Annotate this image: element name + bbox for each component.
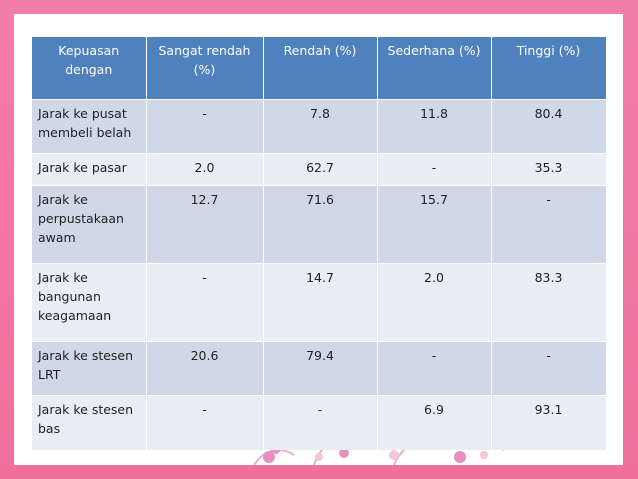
column-header: Rendah (%) <box>263 37 378 100</box>
row-label: Jarak ke bangunan keagamaan <box>32 263 147 342</box>
table-cell: 83.3 <box>491 263 607 342</box>
table-cell: 93.1 <box>491 395 607 450</box>
table-cell: - <box>377 153 492 186</box>
table-cell: - <box>491 341 607 396</box>
table-row: Jarak ke perpustakaan awam 12.7 71.6 15.… <box>32 185 607 264</box>
column-header: Kepuasan dengan <box>32 37 147 100</box>
table-row: Jarak ke stesen LRT 20.6 79.4 - - <box>32 341 607 396</box>
row-label: Jarak ke perpustakaan awam <box>32 185 147 264</box>
table-cell: 15.7 <box>377 185 492 264</box>
table-cell: 80.4 <box>491 99 607 154</box>
table-cell: 7.8 <box>263 99 378 154</box>
table-cell: 11.8 <box>377 99 492 154</box>
table-cell: 2.0 <box>146 153 264 186</box>
column-header: Sederhana (%) <box>377 37 492 100</box>
table-cell: 6.9 <box>377 395 492 450</box>
row-label: Jarak ke stesen LRT <box>32 341 147 396</box>
table-cell: - <box>377 341 492 396</box>
table-row: Jarak ke bangunan keagamaan - 14.7 2.0 8… <box>32 263 607 342</box>
table-cell: - <box>263 395 378 450</box>
table-cell: 62.7 <box>263 153 378 186</box>
table-row: Jarak ke stesen bas - - 6.9 93.1 <box>32 395 607 450</box>
table-cell: - <box>146 99 264 154</box>
row-label: Jarak ke pasar <box>32 153 147 186</box>
table-cell: 35.3 <box>491 153 607 186</box>
table-cell: - <box>146 395 264 450</box>
table-cell: 79.4 <box>263 341 378 396</box>
column-header: Sangat rendah (%) <box>146 37 264 100</box>
table-row: Jarak ke pusat membeli belah - 7.8 11.8 … <box>32 99 607 154</box>
table-cell: - <box>146 263 264 342</box>
table-cell: 2.0 <box>377 263 492 342</box>
table-cell: 14.7 <box>263 263 378 342</box>
table-cell: - <box>491 185 607 264</box>
column-header: Tinggi (%) <box>491 37 607 100</box>
table-header-row: Kepuasan dengan Sangat rendah (%) Rendah… <box>32 37 607 100</box>
table-cell: 12.7 <box>146 185 264 264</box>
table-cell: 71.6 <box>263 185 378 264</box>
row-label: Jarak ke stesen bas <box>32 395 147 450</box>
data-table: Kepuasan dengan Sangat rendah (%) Rendah… <box>32 37 607 450</box>
table-cell: 20.6 <box>146 341 264 396</box>
table-row: Jarak ke pasar 2.0 62.7 - 35.3 <box>32 153 607 186</box>
row-label: Jarak ke pusat membeli belah <box>32 99 147 154</box>
